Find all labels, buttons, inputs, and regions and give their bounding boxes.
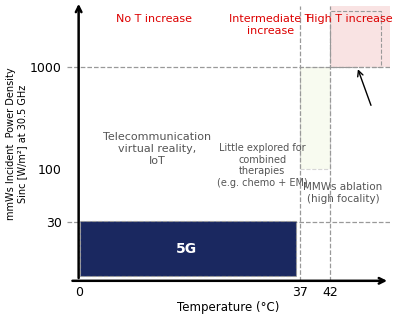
- Bar: [300, 68, 330, 169]
- Bar: [80, 221, 296, 276]
- Text: Telecommunication
virtual reality,
IoT: Telecommunication virtual reality, IoT: [103, 132, 211, 165]
- Text: Intermediate T
increase: Intermediate T increase: [229, 14, 312, 36]
- Bar: [300, 68, 330, 169]
- Bar: [330, 11, 381, 68]
- Bar: [330, 6, 390, 68]
- Y-axis label: mmWs Incident  Power Density
Sinc [W/m²] at 30.5 GHz: mmWs Incident Power Density Sinc [W/m²] …: [6, 67, 27, 220]
- Text: 5G: 5G: [176, 242, 197, 256]
- X-axis label: Temperature (°C): Temperature (°C): [177, 301, 280, 315]
- Text: Little explored for
combined
therapies
(e.g. chemo + EM): Little explored for combined therapies (…: [217, 143, 308, 188]
- Text: MMWs ablation
(high focality): MMWs ablation (high focality): [303, 182, 383, 204]
- Text: High T increase: High T increase: [306, 14, 393, 24]
- Text: No T increase: No T increase: [116, 14, 192, 24]
